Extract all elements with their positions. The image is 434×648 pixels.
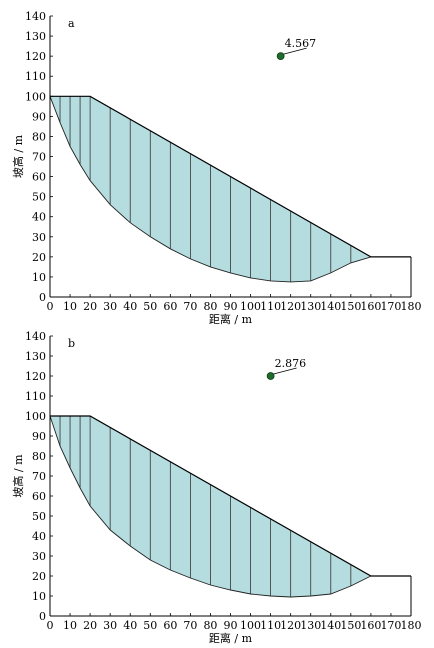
x-tick-label: 60: [163, 300, 177, 313]
x-tick-label: 160: [360, 619, 381, 632]
x-tick-label: 130: [300, 619, 321, 632]
x-tick-label: 140: [320, 619, 341, 632]
y-tick-label: 120: [25, 370, 46, 383]
y-tick-label: 130: [25, 30, 46, 43]
y-tick-label: 10: [32, 590, 46, 603]
slip-surface: [49, 415, 372, 598]
x-tick-label: 0: [47, 619, 54, 632]
x-tick-label: 0: [47, 300, 54, 313]
x-tick-label: 130: [300, 300, 321, 313]
x-tick-label: 70: [183, 619, 197, 632]
y-tick-label: 140: [25, 10, 46, 23]
x-tick-label: 40: [123, 300, 137, 313]
x-tick-label: 120: [280, 300, 301, 313]
x-tick-label: 100: [240, 619, 261, 632]
x-tick-label: 30: [103, 619, 117, 632]
x-tick-label: 170: [380, 300, 401, 313]
x-tick-label: 60: [163, 619, 177, 632]
x-tick-label: 90: [224, 619, 238, 632]
x-tick-label: 80: [203, 619, 217, 632]
x-tick-label: 140: [320, 300, 341, 313]
safety-factor-label: 4.567: [285, 37, 317, 50]
y-axis-title: 坡高 / m: [11, 134, 25, 178]
y-tick-label: 0: [39, 610, 46, 623]
slope-profile: [50, 415, 411, 577]
y-tick-label: 90: [32, 430, 46, 443]
panel-label: b: [68, 337, 75, 350]
x-tick-label: 70: [183, 300, 197, 313]
x-tick-label: 100: [240, 300, 261, 313]
y-tick-label: 130: [25, 350, 46, 363]
x-tick-label: 110: [260, 300, 281, 313]
y-tick-label: 70: [32, 151, 46, 164]
panel-a: 0 10 20 30 40 50 60 70 80 90 100 110 120 130 140 150 160…: [11, 10, 422, 326]
slope-profile: [50, 95, 411, 258]
x-tick-label: 160: [360, 300, 381, 313]
x-tick-label: 20: [83, 619, 97, 632]
x-axis-title: 距离 / m: [209, 312, 253, 326]
y-axis-title: 坡高 / m: [11, 454, 25, 498]
y-tick-label: 110: [25, 390, 46, 403]
y-tick-label: 120: [25, 50, 46, 63]
y-tick-label: 80: [32, 450, 46, 463]
x-tick-label: 80: [203, 300, 217, 313]
y-tick-label: 40: [32, 530, 46, 543]
slip-surface: [49, 96, 372, 283]
y-tick-label: 140: [25, 330, 46, 343]
y-tick-label: 60: [32, 171, 46, 184]
x-tick-label: 10: [63, 619, 77, 632]
x-tick-label: 180: [401, 300, 422, 313]
y-tick-label: 100: [25, 410, 46, 423]
x-tick-label: 180: [401, 619, 422, 632]
x-tick-label: 50: [143, 619, 157, 632]
y-tick-label: 20: [32, 570, 46, 583]
x-axis-title: 距离 / m: [209, 631, 253, 645]
y-tick-label: 30: [32, 550, 46, 563]
x-tick-label: 110: [260, 619, 281, 632]
x-tick-label: 40: [123, 619, 137, 632]
y-tick-label: 110: [25, 70, 46, 83]
x-tick-label: 10: [63, 300, 77, 313]
x-tick-label: 150: [340, 619, 361, 632]
x-tick-label: 30: [103, 300, 117, 313]
y-tick-label: 30: [32, 231, 46, 244]
x-tick-label: 150: [340, 300, 361, 313]
y-tick-label: 100: [25, 90, 46, 103]
x-tick-label: 120: [280, 619, 301, 632]
fos-leader: [273, 367, 297, 375]
x-tick-label: 170: [380, 619, 401, 632]
safety-factor-label: 2.876: [275, 357, 307, 370]
y-tick-label: 0: [39, 291, 46, 304]
y-tick-label: 70: [32, 470, 46, 483]
x-tick-label: 20: [83, 300, 97, 313]
x-tick-label: 50: [143, 300, 157, 313]
y-tick-label: 90: [32, 110, 46, 123]
y-tick-label: 50: [32, 510, 46, 523]
x-tick-label: 90: [224, 300, 238, 313]
y-tick-label: 50: [32, 191, 46, 204]
y-tick-label: 60: [32, 490, 46, 503]
y-tick-label: 80: [32, 130, 46, 143]
fos-leader: [283, 47, 307, 55]
slip-center-marker: [266, 372, 275, 380]
y-tick-label: 10: [32, 271, 46, 284]
panel-b: 0 10 20 30 40 50 60 70 80 90 100 110 120 130 140 150 160…: [11, 330, 422, 645]
y-tick-label: 40: [32, 211, 46, 224]
slip-center-marker: [276, 52, 285, 61]
panel-label: a: [68, 17, 75, 30]
y-tick-label: 20: [32, 251, 46, 264]
